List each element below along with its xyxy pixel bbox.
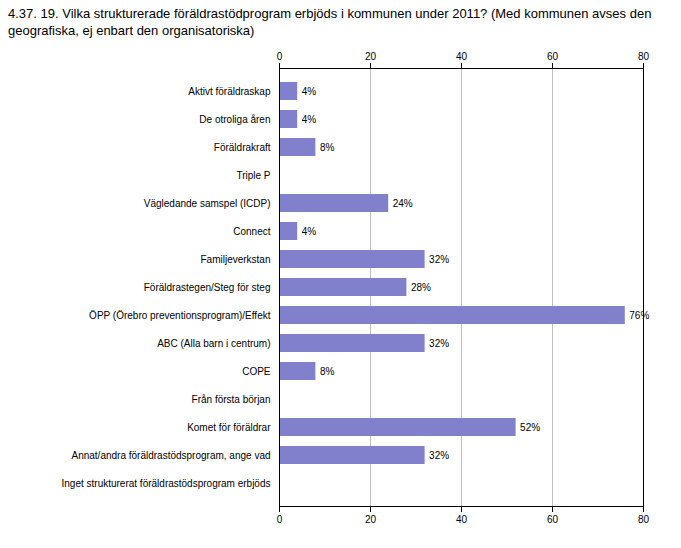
svg-text:80: 80: [638, 50, 650, 61]
svg-text:Föräldrastegen/Steg för steg: Föräldrastegen/Steg för steg: [144, 281, 271, 292]
svg-text:0: 0: [277, 513, 283, 524]
svg-text:20: 20: [365, 513, 377, 524]
svg-text:Familjeverkstan: Familjeverkstan: [200, 253, 270, 264]
svg-text:60: 60: [547, 513, 559, 524]
svg-text:40: 40: [456, 513, 468, 524]
svg-text:4%: 4%: [302, 113, 317, 124]
svg-text:60: 60: [547, 50, 559, 61]
svg-text:Annat/andra föräldrastödsprogr: Annat/andra föräldrastödsprogram, ange v…: [71, 449, 270, 460]
svg-text:4%: 4%: [302, 225, 317, 236]
svg-text:0: 0: [277, 50, 283, 61]
svg-text:Inget strukturerat föräldrastö: Inget strukturerat föräldrastödsprogram …: [62, 477, 271, 488]
svg-text:32%: 32%: [429, 449, 449, 460]
svg-text:76%: 76%: [629, 309, 649, 320]
svg-text:Komet för föräldrar: Komet för föräldrar: [187, 421, 271, 432]
svg-text:Triple P: Triple P: [236, 169, 270, 180]
svg-text:ÖPP (Örebro preventionsprogram: ÖPP (Örebro preventionsprogram)/Effekt: [89, 309, 271, 320]
html-text:4.37. 19. Vilka strukturerade: 4.37. 19. Vilka strukturerade föräldrast…: [8, 6, 652, 38]
svg-text:40: 40: [456, 50, 468, 61]
svg-text:8%: 8%: [320, 365, 335, 376]
svg-text:De otroliga åren: De otroliga åren: [199, 113, 270, 124]
svg-text:Från första början: Från första början: [192, 393, 271, 404]
svg-text:32%: 32%: [429, 253, 449, 264]
svg-text:28%: 28%: [411, 281, 431, 292]
svg-text:52%: 52%: [520, 421, 540, 432]
svg-text:Vägledande samspel (ICDP): Vägledande samspel (ICDP): [144, 197, 271, 208]
svg-text:Föräldrakraft: Föräldrakraft: [214, 141, 271, 152]
svg-text:24%: 24%: [393, 197, 413, 208]
svg-text:Connect: Connect: [233, 225, 270, 236]
svg-text:4%: 4%: [302, 85, 317, 96]
svg-text:8%: 8%: [320, 141, 335, 152]
svg-text:20: 20: [365, 50, 377, 61]
svg-text:COPE: COPE: [242, 365, 271, 376]
svg-text:ABC (Alla barn i centrum): ABC (Alla barn i centrum): [157, 337, 270, 348]
svg-text:32%: 32%: [429, 337, 449, 348]
svg-text:80: 80: [638, 513, 650, 524]
svg-text:Aktivt föräldraskap: Aktivt föräldraskap: [188, 85, 271, 96]
